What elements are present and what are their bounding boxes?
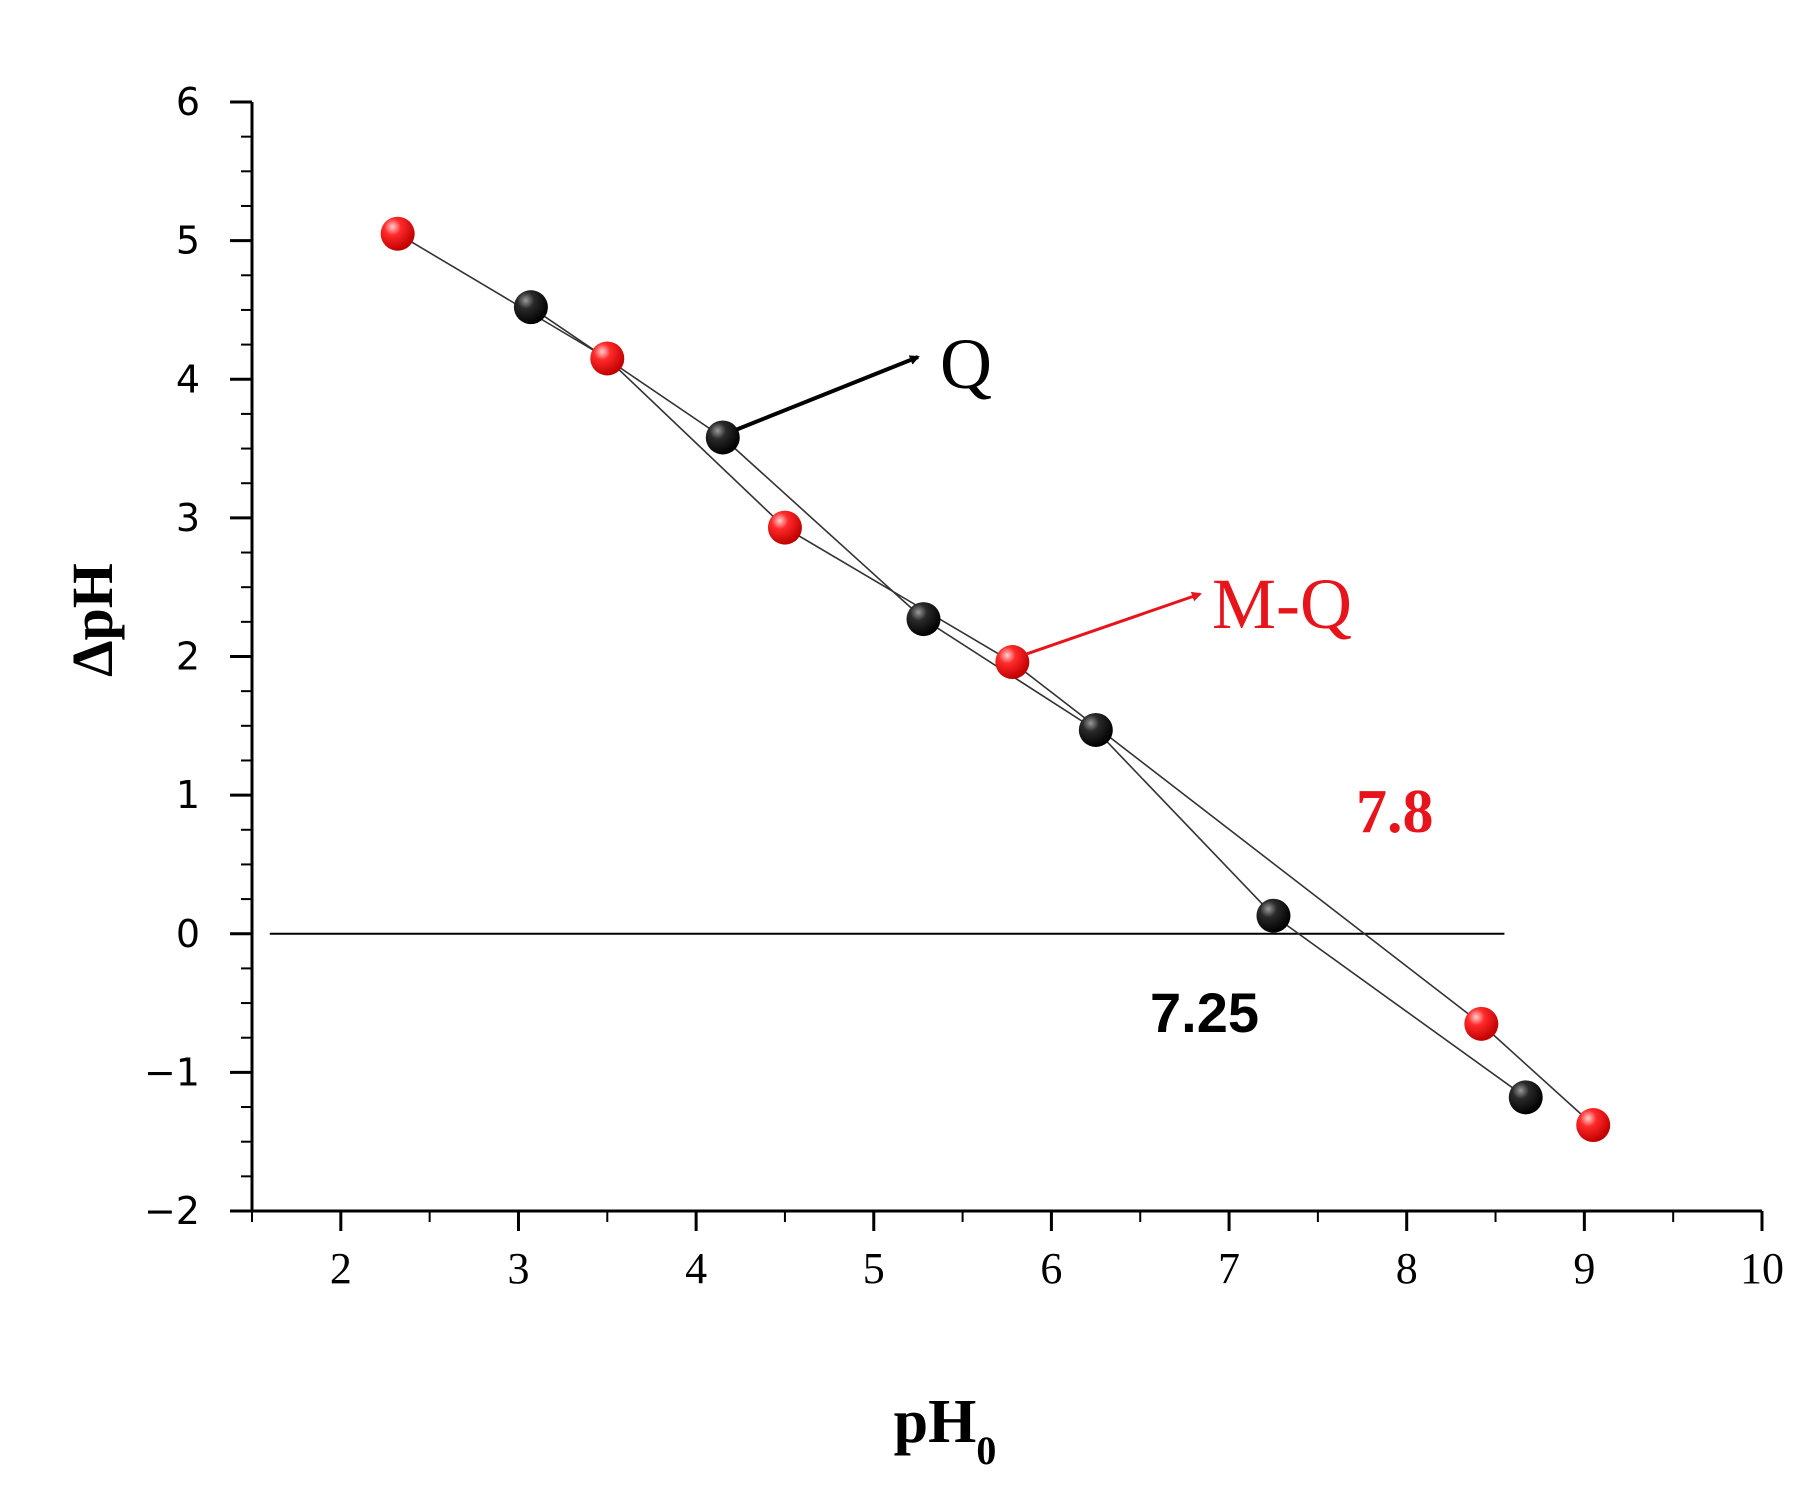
y-tick-label: 6 bbox=[176, 80, 200, 124]
x-axis-label-subscript: 0 bbox=[976, 1428, 996, 1473]
x-tick-label: 8 bbox=[1396, 1244, 1418, 1293]
y-tick-label: −1 bbox=[144, 1050, 200, 1094]
y-tick-label: −2 bbox=[144, 1189, 200, 1233]
x-axis-label: pH0 bbox=[894, 1388, 997, 1473]
data-point-q bbox=[1078, 712, 1113, 747]
y-tick-label: 0 bbox=[176, 912, 200, 956]
data-point-q bbox=[1508, 1080, 1543, 1115]
q-label: Q bbox=[940, 324, 992, 404]
y-tick-label: 5 bbox=[176, 219, 200, 263]
x-tick-label: 10 bbox=[1740, 1244, 1784, 1293]
series-line-q bbox=[530, 306, 1527, 1098]
data-point-q bbox=[705, 420, 740, 455]
data-point-q bbox=[906, 602, 941, 637]
data-point-m-q bbox=[995, 645, 1030, 680]
x-tick-label: 4 bbox=[685, 1244, 707, 1293]
data-point-m-q bbox=[590, 341, 625, 376]
y-axis-label: ΔpH bbox=[60, 563, 125, 677]
y-tick-label: 4 bbox=[176, 357, 200, 401]
x-tick-label: 2 bbox=[330, 1244, 352, 1293]
mq-label: M-Q bbox=[1212, 564, 1352, 644]
pzc-mq-value: 7.8 bbox=[1356, 778, 1434, 846]
series-line-m-q bbox=[397, 233, 1594, 1126]
data-point-m-q bbox=[1464, 1006, 1499, 1041]
mq-arrow bbox=[1025, 591, 1202, 656]
x-tick-label: 6 bbox=[1040, 1244, 1062, 1293]
q-arrow bbox=[736, 355, 920, 432]
y-tick-label: 1 bbox=[176, 773, 200, 817]
y-tick-label: 2 bbox=[176, 635, 200, 679]
data-point-m-q bbox=[380, 216, 415, 251]
x-tick-label: 3 bbox=[507, 1244, 529, 1293]
x-tick-label: 9 bbox=[1573, 1244, 1595, 1293]
data-point-q bbox=[1256, 898, 1291, 933]
annotations: Q M-Q 7.8 7.25 bbox=[736, 324, 1434, 1044]
x-tick-label: 5 bbox=[863, 1244, 885, 1293]
y-tick-label: 3 bbox=[176, 496, 200, 540]
data-point-m-q bbox=[767, 510, 802, 545]
x-tick-label: 7 bbox=[1218, 1244, 1240, 1293]
series-points bbox=[380, 216, 1611, 1143]
data-point-q bbox=[513, 290, 548, 325]
data-point-m-q bbox=[1576, 1108, 1611, 1143]
pzc-q-value: 7.25 bbox=[1150, 981, 1259, 1044]
series-lines bbox=[397, 233, 1594, 1126]
x-axis-label-main: pH bbox=[894, 1388, 977, 1456]
ticks: −2 −1 0 1 2 3 4 5 6 2 3 4 5 6 7 8 9 10 bbox=[144, 80, 1784, 1293]
